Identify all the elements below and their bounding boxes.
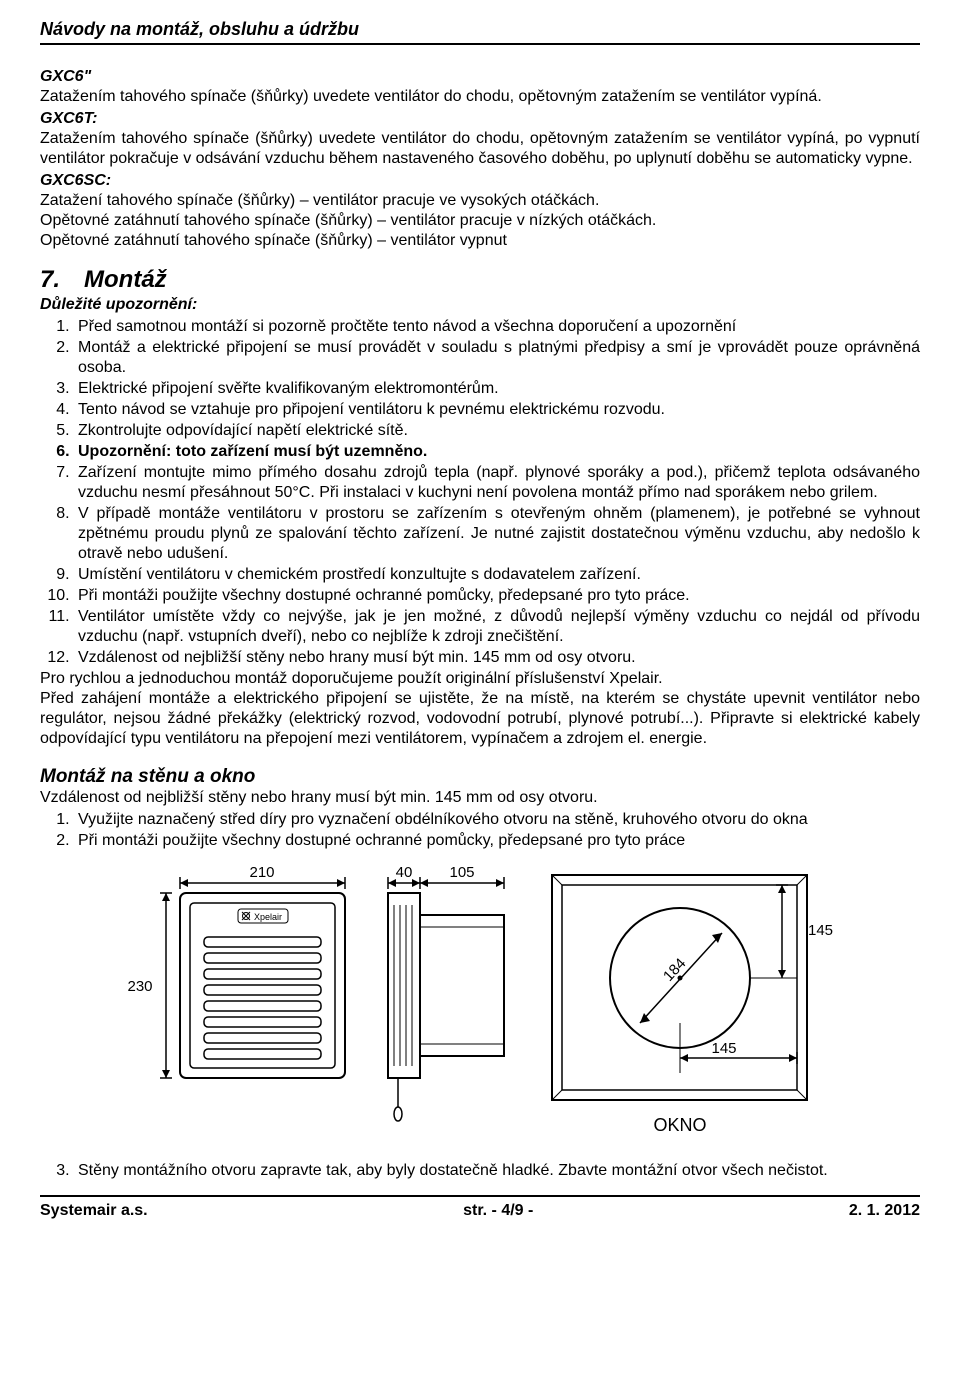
dim-window-bottom: 145	[711, 1040, 736, 1057]
s7-item-2: Montáž a elektrické připojení se musí pr…	[74, 338, 920, 378]
model-gxc6sc-line3: Opětovné zatáhnutí tahového spínače (šňů…	[40, 231, 920, 251]
diagram-brand: Xpelair	[254, 912, 282, 922]
model-gxc6-name: GXC6"	[40, 68, 91, 85]
section7-notice: Důležité upozornění:	[40, 295, 920, 315]
wall-item-1: Využijte naznačený střed díry pro vyznač…	[74, 810, 920, 830]
wall-item-3: Stěny montážního otvoru zapravte tak, ab…	[74, 1161, 920, 1181]
section7-list: Před samotnou montáží si pozorně pročtět…	[40, 317, 920, 668]
s7-item-6: Upozornění: toto zařízení musí být uzemn…	[74, 442, 920, 462]
s7-item-3: Elektrické připojení svěřte kvalifikovan…	[74, 379, 920, 399]
wall-intro: Vzdálenost od nejbližší stěny nebo hrany…	[40, 788, 920, 808]
dim-window-side: 145	[808, 922, 833, 939]
model-gxc6-text: Zatažením tahového spínače (šňůrky) uved…	[40, 88, 822, 105]
s7-item-9: Umístění ventilátoru v chemickém prostře…	[74, 565, 920, 585]
s7-item-10: Při montáži použijte všechny dostupné oc…	[74, 586, 920, 606]
footer-left: Systemair a.s.	[40, 1201, 148, 1221]
diagram-caption: OKNO	[653, 1115, 706, 1135]
wall-item-2: Při montáži použijte všechny dostupné oc…	[74, 831, 920, 851]
dim-front-h: 230	[127, 978, 152, 995]
s7-item-5: Zkontrolujte odpovídající napětí elektri…	[74, 421, 920, 441]
model-gxc6sc-name: GXC6SC:	[40, 172, 111, 189]
s7-item-8: V případě montáže ventilátoru v prostoru…	[74, 504, 920, 564]
dim-side-a: 40	[396, 864, 413, 881]
model-gxc6t-name: GXC6T:	[40, 110, 97, 127]
s7-item-4: Tento návod se vztahuje pro připojení ve…	[74, 400, 920, 420]
model-gxc6t-text: Zatažením tahového spínače (šňůrky) uved…	[40, 129, 920, 169]
s7-tail-2: Před zahájení montáže a elektrického při…	[40, 689, 920, 749]
section7-title: 7. Montáž	[40, 265, 920, 295]
wall-list-cont: Stěny montážního otvoru zapravte tak, ab…	[40, 1161, 920, 1181]
wall-title: Montáž na stěnu a okno	[40, 765, 920, 789]
s7-tail-1: Pro rychlou a jednoduchou montáž doporuč…	[40, 669, 920, 689]
footer-right: 2. 1. 2012	[849, 1201, 920, 1221]
s7-item-12: Vzdálenost od nejbližší stěny nebo hrany…	[74, 648, 920, 668]
page-header: Návody na montáž, obsluhu a údržbu	[40, 18, 920, 45]
dim-side-b: 105	[449, 864, 474, 881]
footer-center: str. - 4/9 -	[463, 1201, 533, 1221]
s7-item-1: Před samotnou montáží si pozorně pročtět…	[74, 317, 920, 337]
model-gxc6sc-line2: Opětovné zatáhnutí tahového spínače (šňů…	[40, 211, 920, 231]
installation-diagram: 210 230 Xpelair	[120, 863, 840, 1153]
model-gxc6sc-line1: Zatažení tahového spínače (šňůrky) – ven…	[40, 191, 920, 211]
page-footer: Systemair a.s. str. - 4/9 - 2. 1. 2012	[40, 1195, 920, 1221]
s7-item-11: Ventilátor umístěte vždy co nejvýše, jak…	[74, 607, 920, 647]
s7-item-7: Zařízení montujte mimo přímého dosahu zd…	[74, 463, 920, 503]
dim-front-w: 210	[249, 864, 274, 881]
wall-list: Využijte naznačený střed díry pro vyznač…	[40, 810, 920, 851]
